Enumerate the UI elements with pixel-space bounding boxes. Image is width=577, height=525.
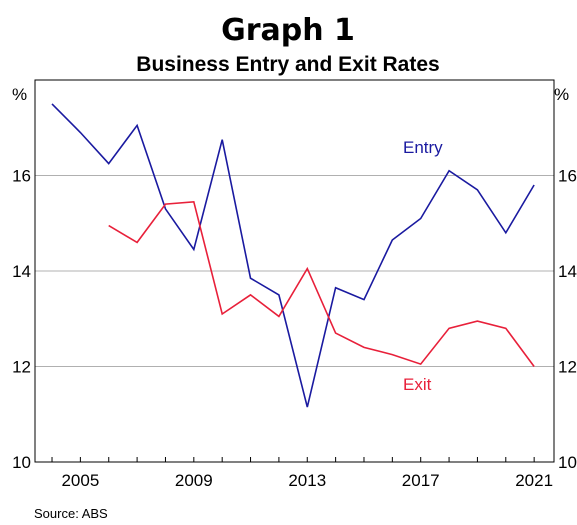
y-unit-left: % [12,85,27,104]
series-label-exit: Exit [403,375,432,394]
graph-number: Graph 1 [221,13,355,48]
y-unit-right: % [554,85,569,104]
series-line-entry [52,104,534,407]
chart-title: Business Entry and Exit Rates [136,53,439,76]
y-tick-label-left: 12 [12,358,31,377]
y-tick-label-left: 16 [12,167,31,186]
source-note: Source: ABS [34,506,108,521]
series-line-exit [109,202,534,367]
y-tick-label-left: 10 [12,453,31,472]
series-label-entry: Entry [403,138,443,157]
y-tick-label-right: 10 [558,453,577,472]
y-tick-label-left: 14 [12,262,31,281]
x-tick-label: 2017 [402,471,440,490]
x-tick-label: 2005 [61,471,99,490]
x-tick-label: 2013 [288,471,326,490]
y-tick-label-right: 16 [558,167,577,186]
x-tick-label: 2009 [175,471,213,490]
y-tick-label-right: 12 [558,358,577,377]
series-lines [52,104,534,407]
y-tick-label-right: 14 [558,262,577,281]
gridlines [35,176,554,367]
x-tick-label: 2021 [515,471,553,490]
